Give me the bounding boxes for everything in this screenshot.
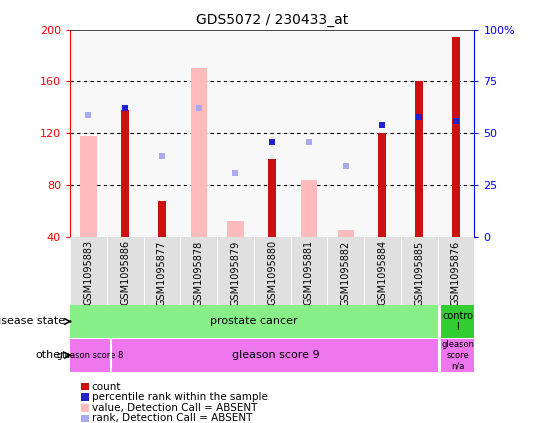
Bar: [121, 110, 129, 237]
Text: count: count: [92, 382, 121, 392]
Bar: [70, 339, 110, 371]
Text: contro
l: contro l: [443, 310, 473, 332]
Text: gleason score 9: gleason score 9: [232, 350, 320, 360]
Bar: [111, 339, 438, 371]
Bar: [415, 81, 423, 237]
Text: GSM1095876: GSM1095876: [451, 240, 461, 305]
Text: GSM1095884: GSM1095884: [377, 240, 388, 305]
Bar: [438, 237, 474, 305]
Text: GSM1095879: GSM1095879: [231, 240, 240, 305]
Bar: [143, 237, 181, 305]
Bar: [378, 133, 386, 237]
Bar: [401, 237, 438, 305]
Text: GSM1095886: GSM1095886: [120, 240, 130, 305]
Bar: [191, 69, 207, 237]
Bar: [268, 159, 277, 237]
Bar: [217, 237, 254, 305]
Bar: [441, 339, 474, 371]
Title: GDS5072 / 230433_at: GDS5072 / 230433_at: [196, 13, 348, 27]
Text: rank, Detection Call = ABSENT: rank, Detection Call = ABSENT: [92, 413, 252, 423]
Text: GSM1095883: GSM1095883: [84, 240, 93, 305]
Bar: [70, 237, 107, 305]
Text: gleason score 8: gleason score 8: [57, 351, 123, 360]
Text: gleason
score
n/a: gleason score n/a: [441, 341, 474, 370]
Text: GSM1095877: GSM1095877: [157, 240, 167, 306]
Text: GSM1095882: GSM1095882: [341, 240, 351, 305]
Bar: [337, 231, 354, 237]
Text: prostate cancer: prostate cancer: [210, 316, 298, 327]
Bar: [364, 237, 401, 305]
Text: disease state: disease state: [0, 316, 65, 327]
Text: GSM1095885: GSM1095885: [414, 240, 424, 305]
Bar: [158, 201, 166, 237]
Text: value, Detection Call = ABSENT: value, Detection Call = ABSENT: [92, 403, 257, 413]
Text: percentile rank within the sample: percentile rank within the sample: [92, 392, 267, 402]
Text: GSM1095881: GSM1095881: [304, 240, 314, 305]
Bar: [301, 180, 317, 237]
Bar: [227, 221, 244, 237]
Bar: [291, 237, 327, 305]
Bar: [181, 237, 217, 305]
Text: GSM1095878: GSM1095878: [194, 240, 204, 305]
Bar: [254, 237, 291, 305]
Bar: [327, 237, 364, 305]
Bar: [452, 37, 460, 237]
Text: other: other: [35, 350, 65, 360]
Bar: [441, 305, 474, 338]
Text: GSM1095880: GSM1095880: [267, 240, 277, 305]
Bar: [80, 136, 96, 237]
Bar: [107, 237, 143, 305]
